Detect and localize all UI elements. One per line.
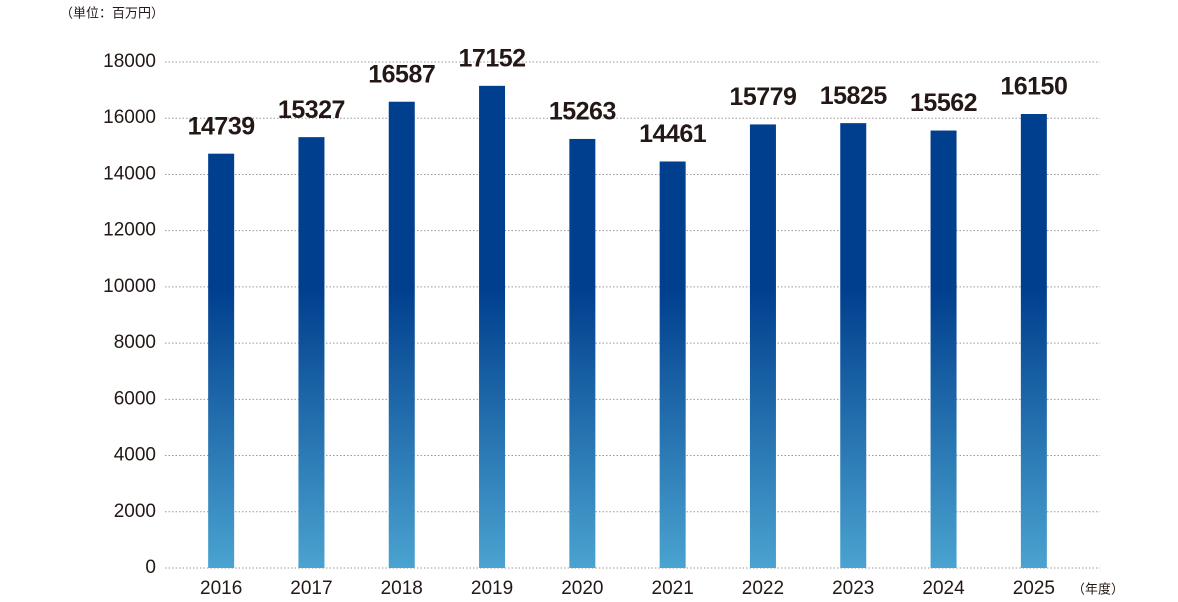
value-label: 15263 xyxy=(549,98,616,126)
value-label: 17152 xyxy=(459,44,526,72)
bar xyxy=(208,153,235,568)
y-tick-label: 10000 xyxy=(103,276,156,297)
y-tick-label: 8000 xyxy=(114,332,156,353)
y-tick-label: 4000 xyxy=(114,445,156,466)
y-tick-label: 6000 xyxy=(114,388,156,409)
bar xyxy=(659,161,686,568)
value-label: 14461 xyxy=(639,120,707,148)
bar xyxy=(388,101,415,568)
x-tick-label: 2022 xyxy=(742,578,784,599)
x-unit: （年度） xyxy=(1072,581,1124,596)
x-tick-label: 2019 xyxy=(471,578,513,599)
bar xyxy=(479,85,506,568)
bar xyxy=(840,123,867,569)
bar xyxy=(930,130,957,568)
value-label: 15825 xyxy=(820,82,888,110)
y-tick-label: 2000 xyxy=(114,501,156,522)
y-tick-label: 14000 xyxy=(103,163,156,184)
bar xyxy=(749,124,776,568)
y-tick-label: 16000 xyxy=(103,107,156,128)
y-unit: （単位：百万円） xyxy=(60,5,164,20)
value-label: 16587 xyxy=(368,60,435,88)
x-tick-label: 2018 xyxy=(381,578,423,599)
y-tick-label: 12000 xyxy=(103,220,156,241)
y-tick-label: 18000 xyxy=(103,51,156,72)
value-label: 16150 xyxy=(1000,73,1067,101)
bar xyxy=(1020,114,1047,568)
y-tick-label: 0 xyxy=(145,557,156,578)
value-label: 14739 xyxy=(188,112,255,140)
x-tick-label: 2024 xyxy=(922,578,965,599)
x-tick-label: 2016 xyxy=(200,578,242,599)
x-tick-label: 2023 xyxy=(832,578,874,599)
value-label: 15562 xyxy=(910,89,977,117)
x-tick-label: 2020 xyxy=(561,578,603,599)
bar xyxy=(569,138,596,568)
value-label: 15327 xyxy=(278,96,345,124)
x-tick-label: 2021 xyxy=(652,578,694,599)
x-tick-label: 2025 xyxy=(1013,578,1055,599)
x-tick-label: 2017 xyxy=(290,578,332,599)
bar xyxy=(298,137,325,569)
value-label: 15779 xyxy=(729,83,796,111)
